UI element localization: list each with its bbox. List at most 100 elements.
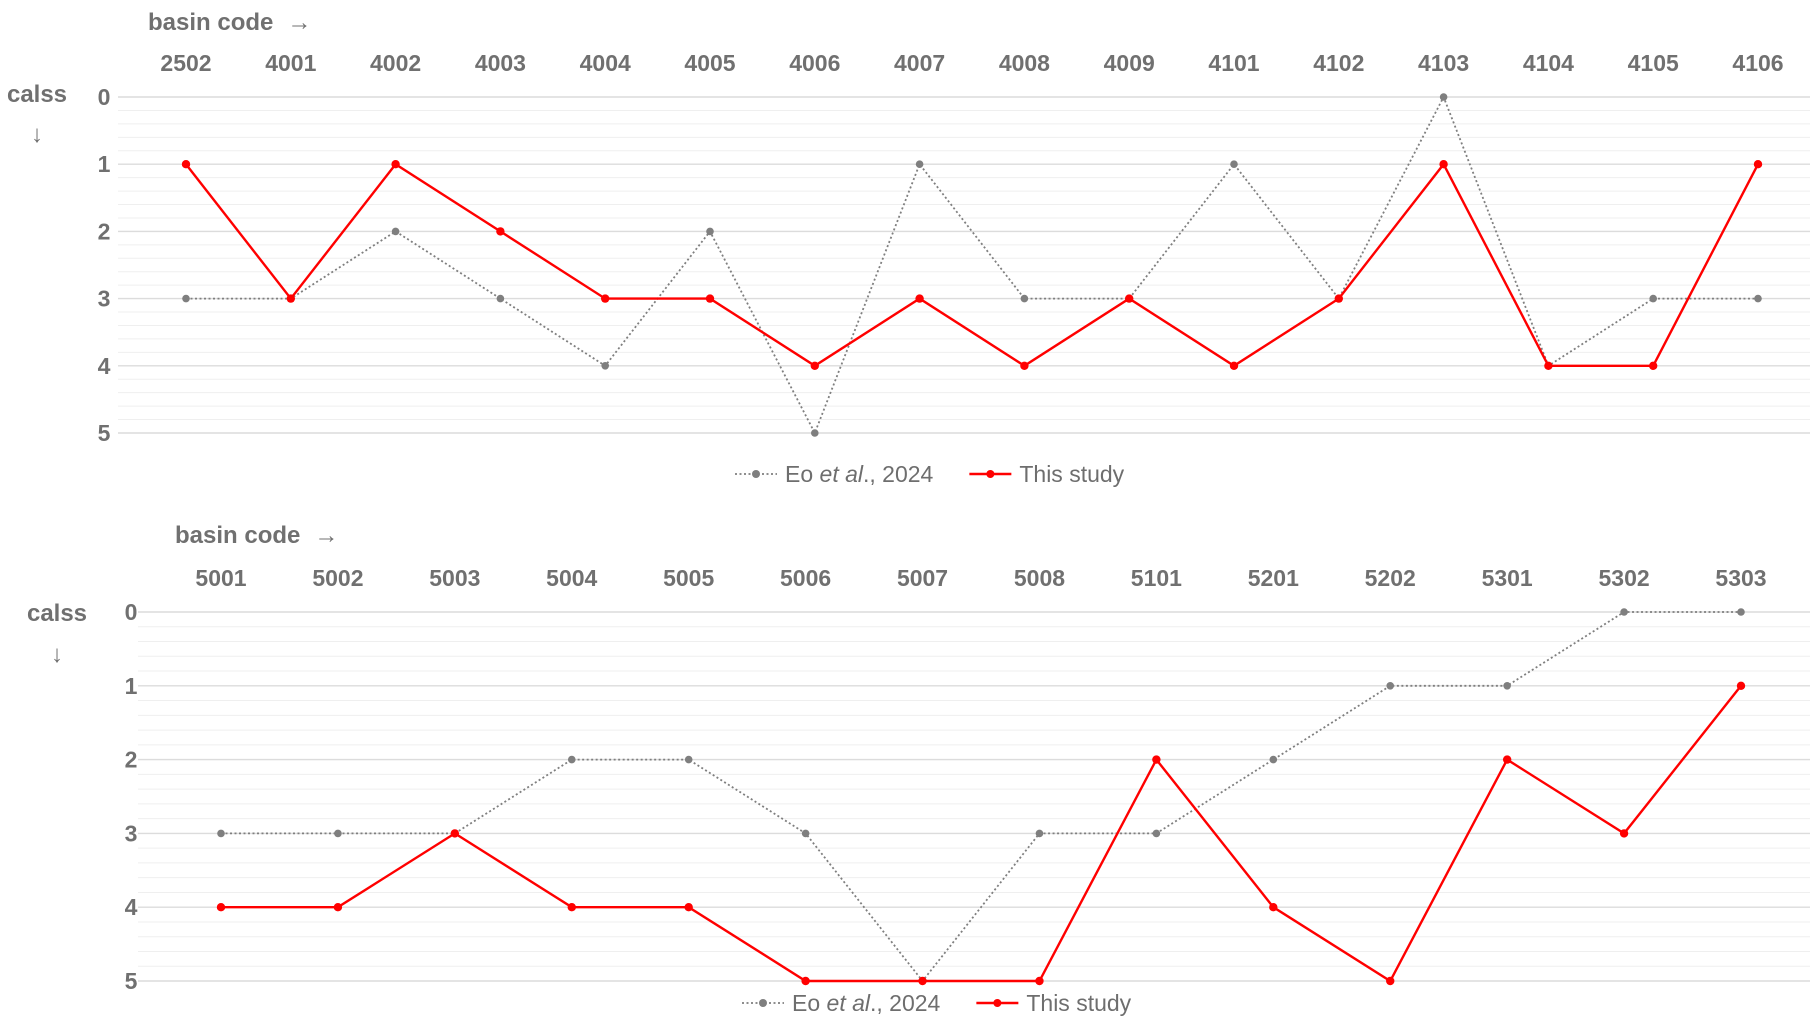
data-point	[1386, 682, 1395, 690]
x-tick-label: 4004	[580, 50, 631, 76]
data-point	[1753, 160, 1763, 169]
x-tick-label: 4102	[1313, 50, 1364, 76]
data-point	[1754, 294, 1762, 303]
series-line	[221, 685, 1742, 983]
x-axis-title: basin code →	[175, 522, 338, 549]
legend-key-marker	[993, 999, 1002, 1007]
data-point	[1269, 755, 1278, 764]
data-point	[1502, 755, 1512, 764]
data-point	[1152, 755, 1161, 764]
x-tick-label: 5004	[546, 565, 597, 591]
data-point	[1620, 608, 1628, 616]
data-point	[1649, 294, 1657, 303]
x-tick-label: 4005	[684, 50, 735, 76]
data-point	[217, 829, 225, 838]
data-point	[1544, 361, 1553, 370]
data-point	[915, 294, 924, 303]
y-tick-label: 4	[98, 353, 111, 379]
series-this-study	[181, 160, 1763, 370]
chart-2: basin code → 5001 5002 5003 5004 5005 5006 5007 5…	[27, 522, 1810, 1016]
y-axis-arrow: ↓	[31, 121, 43, 148]
data-point	[1334, 294, 1344, 303]
x-tick-label: 5008	[1014, 565, 1065, 591]
x-axis-label: basin code	[175, 522, 300, 549]
x-tick-label: 5302	[1598, 565, 1649, 591]
y-tick-label: 3	[98, 286, 111, 312]
data-point	[1035, 829, 1044, 838]
x-tick-label: 5303	[1715, 565, 1766, 591]
chart-1: basin code → 2502 4001 4002 4003 4004 4005 4006 4…	[7, 9, 1810, 487]
legend-label: Eo et al., 2024	[792, 990, 941, 1016]
data-point	[801, 829, 810, 838]
x-tick-label: 5101	[1131, 565, 1182, 591]
y-tick-label: 5	[98, 420, 111, 446]
x-tick-label: 5005	[663, 565, 714, 591]
y-tick-label: 2	[98, 218, 111, 244]
legend-label: This study	[1019, 461, 1124, 487]
x-tick-label: 4104	[1523, 50, 1574, 76]
data-point	[810, 361, 819, 370]
x-tick-label: 4003	[475, 50, 526, 76]
data-point	[496, 294, 505, 303]
data-point	[1439, 160, 1448, 169]
series-this-study	[216, 681, 1746, 986]
x-axis-label: basin code	[148, 9, 273, 36]
x-tick-label: 4002	[370, 50, 421, 76]
y-axis-title: calss	[7, 81, 67, 108]
data-point	[286, 294, 295, 303]
data-point	[391, 160, 400, 169]
data-point	[450, 829, 460, 838]
x-tick-label: 4103	[1418, 50, 1469, 76]
x-tick-label: 4101	[1208, 50, 1259, 76]
series-eo-et-al-2024	[182, 93, 1762, 437]
series-line	[186, 94, 1758, 436]
data-point	[1736, 681, 1746, 690]
data-point	[811, 429, 819, 437]
series-line	[221, 611, 1741, 983]
y-tick-label: 1	[98, 151, 111, 177]
y-tick-label: 0	[125, 599, 138, 625]
data-point	[1269, 903, 1278, 912]
data-point	[496, 227, 505, 236]
x-tick-label: 4007	[894, 50, 945, 76]
data-point	[1503, 682, 1511, 690]
x-tick-label: 4006	[789, 50, 840, 76]
legend: Eo et al., 2024 This study	[735, 461, 1125, 487]
data-point	[801, 976, 810, 986]
data-point	[181, 160, 191, 169]
data-point	[684, 903, 693, 912]
data-point	[567, 903, 576, 912]
x-tick-label: 5301	[1482, 565, 1533, 591]
x-tick-label: 4106	[1732, 50, 1783, 76]
x-tick-label: 5003	[429, 565, 480, 591]
y-tick-label: 1	[125, 673, 138, 699]
data-point	[1229, 361, 1239, 370]
y-axis-arrow: ↓	[51, 641, 63, 668]
data-point	[1649, 361, 1658, 370]
x-tick-label: 5006	[780, 565, 831, 591]
y-tick-label: 5	[125, 968, 138, 994]
y-axis-title: calss	[27, 600, 87, 627]
data-point	[1737, 608, 1745, 616]
data-point	[182, 294, 190, 303]
x-axis-title: basin code →	[148, 9, 311, 36]
y-tick-label: 3	[125, 820, 138, 846]
x-axis-arrow: →	[314, 522, 338, 549]
x-tick-label: 4009	[1104, 50, 1155, 76]
series-line	[185, 161, 1760, 368]
data-point	[1035, 976, 1044, 986]
y-tick-label: 0	[98, 84, 111, 110]
x-tick-label: 5002	[312, 565, 363, 591]
y-tick-label: 4	[125, 894, 138, 920]
data-point	[1125, 294, 1134, 303]
data-point	[1020, 361, 1029, 370]
x-tick-label: 4001	[265, 50, 316, 76]
data-point	[1152, 829, 1161, 838]
x-tick-label: 4105	[1628, 50, 1679, 76]
data-point	[216, 903, 226, 912]
data-point	[684, 755, 693, 764]
data-point	[567, 755, 576, 764]
data-point	[1386, 976, 1395, 986]
series-eo-et-al-2024	[217, 608, 1745, 985]
